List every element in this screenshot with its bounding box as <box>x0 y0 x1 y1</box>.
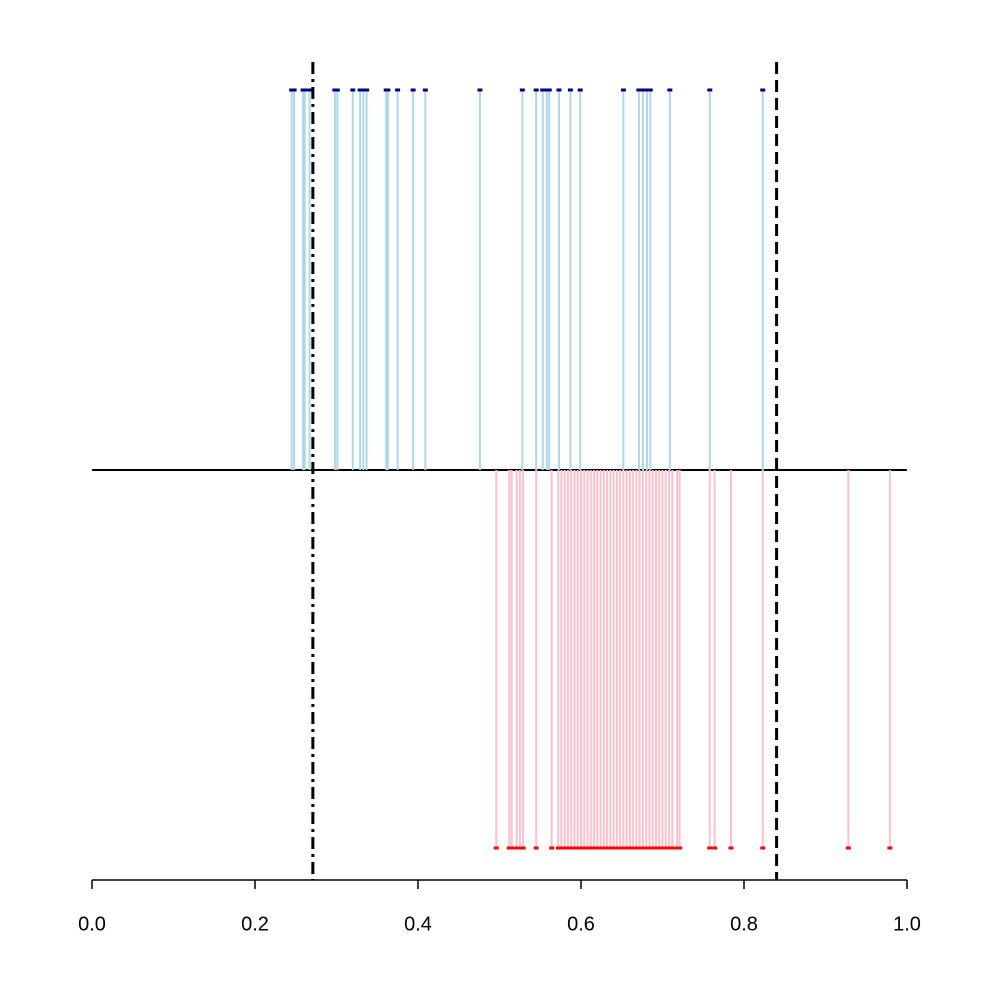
rug-point <box>667 88 673 92</box>
rug-point <box>577 88 583 92</box>
rug-point <box>493 846 499 850</box>
rug-point <box>477 88 483 92</box>
rug-point <box>643 846 649 850</box>
rug-point <box>562 846 568 850</box>
rug-point <box>575 846 581 850</box>
rug-point <box>707 846 713 850</box>
rug-point <box>567 88 573 92</box>
rug-point <box>385 88 391 92</box>
rug-point <box>591 846 597 850</box>
rug-point <box>712 846 718 850</box>
rug-point <box>640 846 646 850</box>
rug-point <box>620 846 626 850</box>
rug-point <box>653 846 659 850</box>
rug-point <box>617 846 623 850</box>
rug-point <box>410 88 416 92</box>
rug-point <box>620 88 626 92</box>
rug-point <box>581 846 587 850</box>
rug-point <box>350 88 356 92</box>
rug-point <box>607 846 613 850</box>
rug-point <box>533 846 539 850</box>
rug-point <box>728 846 734 850</box>
rug-point <box>549 846 555 850</box>
rug-point <box>594 846 600 850</box>
rug-point <box>555 846 561 850</box>
rug-point <box>760 88 766 92</box>
rug-point <box>422 88 428 92</box>
rug-point <box>647 88 653 92</box>
rug-point <box>588 846 594 850</box>
rug-point <box>646 846 652 850</box>
rug-point <box>357 88 363 92</box>
rug-point <box>630 846 636 850</box>
rug-point <box>360 88 366 92</box>
rug-point <box>656 846 662 850</box>
rug-point <box>514 846 520 850</box>
rug-point <box>568 846 574 850</box>
rug-point <box>307 88 313 92</box>
rug-point <box>624 846 630 850</box>
rug-point <box>395 88 401 92</box>
rug-point <box>517 846 523 850</box>
rug-point <box>598 846 604 850</box>
rug-point <box>611 846 617 850</box>
x-tick-label: 0.0 <box>78 913 106 935</box>
rug-point <box>291 88 297 92</box>
rug-point <box>565 846 571 850</box>
rug-point <box>556 88 562 92</box>
rug-point <box>666 846 672 850</box>
rug-point <box>845 846 851 850</box>
rug-point <box>640 88 646 92</box>
rug-point <box>519 88 525 92</box>
rug-point <box>558 846 564 850</box>
rug-point <box>302 88 308 92</box>
rug-point <box>707 88 713 92</box>
rug-point <box>364 88 370 92</box>
rug-point <box>760 846 766 850</box>
x-tick-label: 0.4 <box>404 913 432 935</box>
rug-point <box>585 846 591 850</box>
rug-point <box>571 846 577 850</box>
rug-point <box>604 846 610 850</box>
x-tick-label: 0.8 <box>730 913 758 935</box>
rug-point <box>637 846 643 850</box>
rug-point <box>601 846 607 850</box>
rug-point <box>887 846 893 850</box>
rug-point <box>614 846 620 850</box>
rug-point <box>669 846 675 850</box>
rug-point <box>627 846 633 850</box>
rug-point <box>540 88 546 92</box>
rug-point <box>644 88 650 92</box>
rug-point <box>509 846 515 850</box>
rug-point <box>650 846 656 850</box>
rug-point <box>578 846 584 850</box>
rug-point <box>533 88 539 92</box>
rug-point <box>636 88 642 92</box>
rug-point <box>334 88 340 92</box>
x-tick-label: 0.6 <box>567 913 595 935</box>
rug-point <box>546 88 552 92</box>
rug-point <box>660 846 665 850</box>
x-tick-label: 0.2 <box>241 913 269 935</box>
x-tick-label: 1.0 <box>893 913 921 935</box>
rug-point <box>520 846 526 850</box>
rug-point <box>677 846 683 850</box>
rug-point <box>633 846 639 850</box>
rug-point <box>663 846 669 850</box>
